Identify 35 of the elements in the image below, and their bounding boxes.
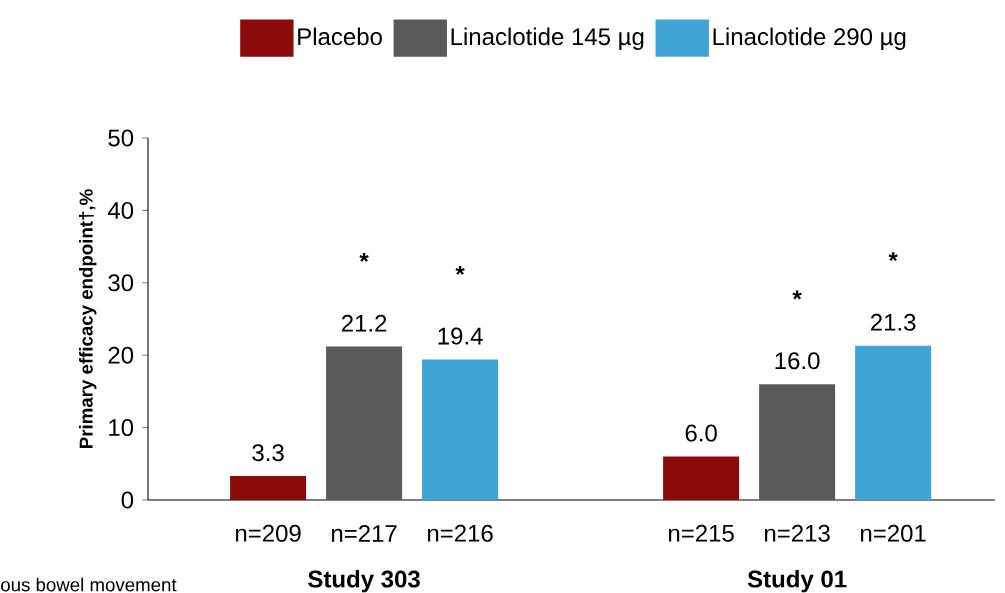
y-tick-label: 20 (108, 346, 134, 364)
bar (326, 346, 403, 500)
legend-label: Linaclotide 290 µg (713, 27, 906, 50)
y-tick-label: 50 (108, 129, 134, 147)
data-label: 19.4 (438, 327, 483, 345)
text: n=217 (331, 524, 397, 542)
data-label: 21.2 (341, 314, 387, 332)
text: n=209 (235, 524, 301, 542)
x-tick-label: Study 01 (747, 569, 847, 593)
y-tick-label: 30 (108, 274, 134, 292)
text: n=213 (765, 524, 830, 542)
annotation: * (455, 265, 465, 275)
legend-label: Placebo (298, 27, 382, 46)
bar (663, 456, 740, 500)
data-label: 6.0 (685, 424, 717, 442)
data-label: 21.3 (870, 313, 916, 331)
text: ous bowel movement (1, 577, 177, 592)
y-tick-label: 0 (121, 491, 134, 509)
bar (422, 359, 499, 500)
annotation: * (359, 252, 369, 262)
y-tick-label: 10 (109, 419, 134, 437)
data-label: 3.3 (252, 444, 284, 462)
x-tick-label: Study 303 (308, 569, 420, 593)
annotation: * (792, 290, 802, 300)
y-tick-label: 40 (107, 201, 134, 219)
text: n=216 (427, 524, 493, 542)
text: n=201 (861, 524, 926, 542)
legend-label: Linaclotide 145 µg (451, 27, 644, 50)
annotation: * (888, 252, 898, 262)
y-axis-title: Primary efficacy endpoint†,% (79, 189, 97, 448)
bar (855, 345, 932, 500)
bar (759, 384, 836, 500)
data-label: 16.0 (775, 352, 820, 370)
bar (230, 476, 307, 500)
text: n=215 (669, 524, 734, 542)
